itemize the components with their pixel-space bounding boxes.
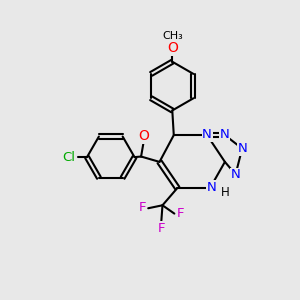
Text: F: F <box>177 206 185 220</box>
Text: N: N <box>202 128 212 141</box>
Text: O: O <box>138 129 149 143</box>
Text: F: F <box>158 222 166 235</box>
Text: O: O <box>167 41 178 56</box>
Text: Cl: Cl <box>62 151 75 164</box>
Text: F: F <box>139 201 146 214</box>
Text: N: N <box>238 142 247 155</box>
Text: CH₃: CH₃ <box>162 31 183 40</box>
Text: N: N <box>220 128 230 141</box>
Text: N: N <box>207 181 217 194</box>
Text: H: H <box>220 186 229 199</box>
Text: N: N <box>231 169 241 182</box>
